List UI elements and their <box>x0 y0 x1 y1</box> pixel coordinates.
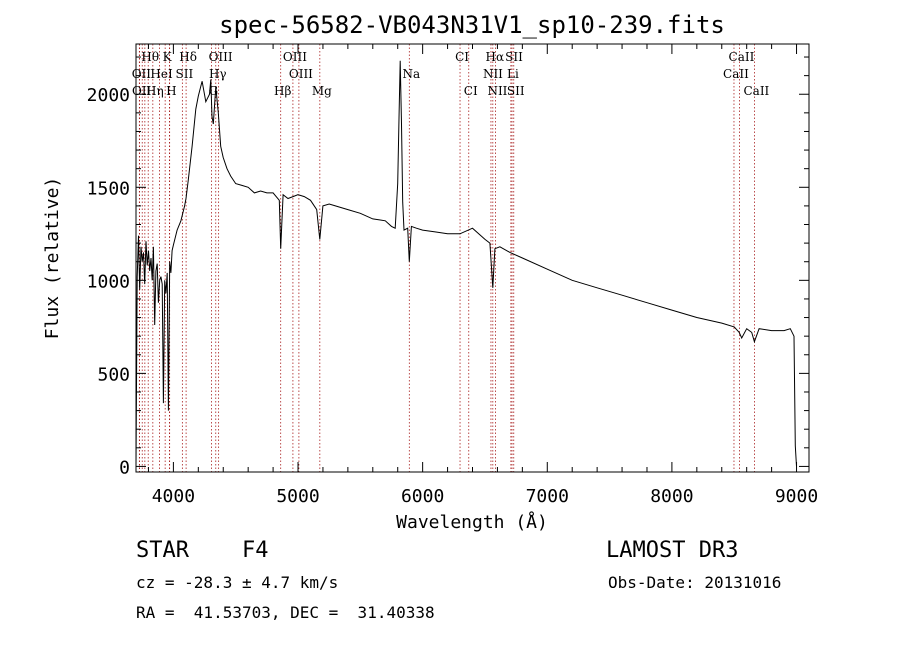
line-label: SII <box>507 84 525 98</box>
line-label: Hα <box>486 50 505 64</box>
spectrum-series-line <box>135 60 797 467</box>
y-tick-label: 0 <box>119 457 130 478</box>
line-label: HeI <box>150 67 173 81</box>
line-label: Hβ <box>274 84 291 98</box>
line-label: G <box>209 84 219 98</box>
line-label: CaII <box>723 67 749 81</box>
x-axis: 4000 5000 6000 7000 8000 9000 <box>147 44 818 507</box>
x-axis-label: Wavelength (Å) <box>396 511 548 533</box>
y-axis: 0 500 1000 1500 2000 <box>87 56 809 478</box>
x-tick-label: 5000 <box>276 486 319 507</box>
y-tick-label: 2000 <box>87 85 130 106</box>
line-label: OIII <box>283 50 307 64</box>
y-tick-label: 500 <box>97 364 130 385</box>
line-label: OIII <box>289 67 313 81</box>
observation-date: Obs-Date: 20131016 <box>608 573 782 592</box>
sky-coordinates: RA = 41.53703, DEC = 31.40338 <box>136 603 435 622</box>
survey-name: LAMOST DR3 <box>606 538 739 563</box>
spectral-line-markers <box>138 44 755 472</box>
line-label: NII <box>483 67 503 81</box>
line-label: Hθ <box>141 50 159 64</box>
line-label: K <box>163 50 173 64</box>
line-label: SII <box>176 67 194 81</box>
line-label: Hη <box>146 84 164 98</box>
object-subclass: F4 <box>242 538 269 563</box>
line-label: CaII <box>729 50 755 64</box>
line-label: CI <box>464 84 478 98</box>
line-label: NII <box>487 84 507 98</box>
line-label: OIII <box>209 50 233 64</box>
x-tick-label: 7000 <box>526 486 569 507</box>
y-tick-label: 1500 <box>87 178 130 199</box>
line-label: CaII <box>743 84 769 98</box>
chart-title: spec-56582-VB043N31V1_sp10-239.fits <box>219 11 725 39</box>
line-label: Hδ <box>179 50 197 64</box>
x-tick-label: 8000 <box>650 486 693 507</box>
line-label: Mg <box>312 84 332 98</box>
line-label: Li <box>507 67 519 81</box>
x-tick-label: 4000 <box>152 486 195 507</box>
y-axis-label: Flux (relative) <box>42 177 63 340</box>
redshift-velocity: cz = -28.3 ± 4.7 km/s <box>136 573 339 592</box>
line-label: OII <box>132 67 152 81</box>
y-tick-label: 1000 <box>87 271 130 292</box>
object-class: STAR <box>136 538 189 563</box>
x-tick-label: 9000 <box>775 486 818 507</box>
x-tick-label: 6000 <box>401 486 444 507</box>
line-label: Hγ <box>209 67 227 81</box>
line-label: H <box>166 84 176 98</box>
line-label: Na <box>402 67 420 81</box>
line-label: SII <box>505 50 523 64</box>
plot-frame <box>135 43 810 473</box>
line-label: CI <box>455 50 469 64</box>
